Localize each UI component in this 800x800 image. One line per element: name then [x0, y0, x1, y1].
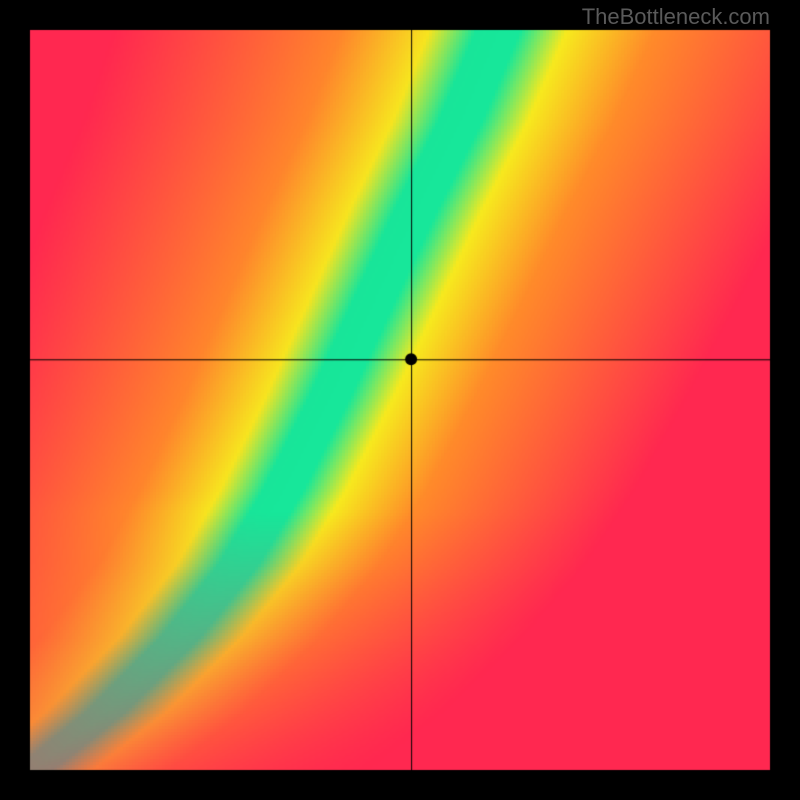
bottleneck-heatmap-container: TheBottleneck.com	[0, 0, 800, 800]
heatmap-canvas	[0, 0, 800, 800]
watermark-text: TheBottleneck.com	[582, 4, 770, 30]
